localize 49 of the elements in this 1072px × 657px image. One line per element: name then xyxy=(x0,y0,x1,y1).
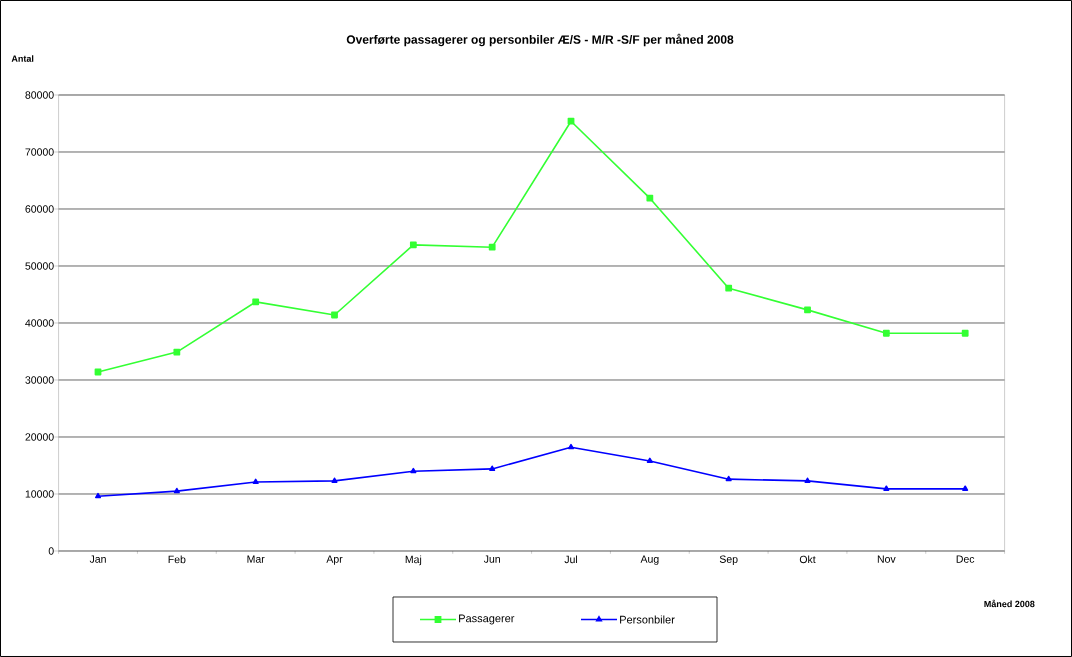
point xyxy=(173,348,181,356)
x-tick-label: Dec xyxy=(956,555,975,563)
point xyxy=(646,457,653,464)
x-axis-title: Måned 2008 xyxy=(984,599,1035,608)
legend-label: Passagerer xyxy=(459,614,515,625)
x-tick-label: Maj xyxy=(405,555,422,566)
point xyxy=(488,243,496,251)
x-tick-label: Jan xyxy=(89,555,106,563)
x-tick-label: Jun xyxy=(483,555,500,563)
point xyxy=(883,485,890,491)
point xyxy=(410,467,417,474)
point xyxy=(331,477,338,483)
x-tick-label: Feb xyxy=(168,555,186,564)
point xyxy=(252,478,259,485)
point xyxy=(489,465,496,472)
y-tick-label: 70000 xyxy=(25,148,54,156)
point xyxy=(173,487,180,494)
x-tick-label: Jul xyxy=(564,555,578,564)
y-axis-title: Antal xyxy=(11,55,34,62)
y-tick-label: 50000 xyxy=(25,262,54,270)
point xyxy=(567,443,575,450)
point xyxy=(409,241,417,249)
x-tick-label: Nov xyxy=(877,555,896,563)
x-tick-label: Apr xyxy=(326,555,343,565)
point xyxy=(961,329,969,337)
point xyxy=(725,284,733,292)
x-tick-label: Sep xyxy=(719,555,738,565)
x-tick-label: Aug xyxy=(640,555,659,565)
y-tick-label: 0 xyxy=(48,547,54,555)
point xyxy=(882,329,890,337)
y-tick-label: 20000 xyxy=(25,433,54,441)
point xyxy=(252,298,260,306)
chart-title: Overførte passagerer og personbiler Æ/S - M/R -S/F per måned 2008 xyxy=(346,33,734,47)
point xyxy=(646,194,654,202)
x-tick-label: Okt xyxy=(799,555,816,564)
point xyxy=(962,485,969,491)
point xyxy=(331,311,338,319)
point xyxy=(94,492,102,499)
y-tick-label: 30000 xyxy=(25,376,54,384)
point xyxy=(567,117,575,125)
y-tick-label: 80000 xyxy=(25,91,54,99)
point xyxy=(804,306,811,314)
x-tick-label: Mar xyxy=(247,555,265,563)
legend-label: Personbiler xyxy=(620,615,675,624)
y-tick-label: 60000 xyxy=(25,205,54,213)
y-tick-label: 10000 xyxy=(25,490,54,498)
y-tick-label: 40000 xyxy=(25,319,54,327)
point xyxy=(804,477,811,483)
point xyxy=(725,475,732,482)
